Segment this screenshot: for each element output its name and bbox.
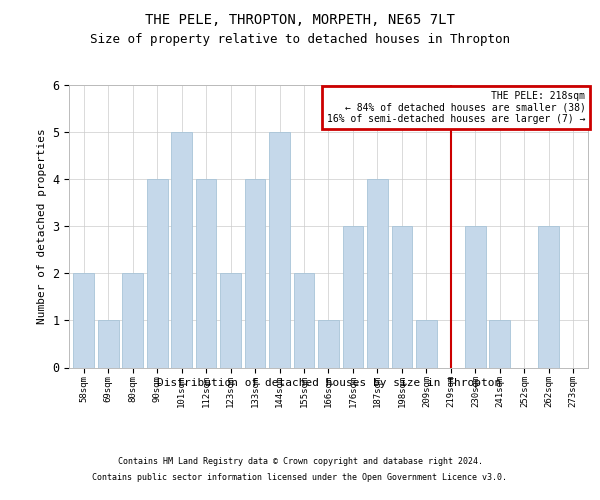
Bar bbox=[245, 179, 265, 368]
Text: THE PELE: 218sqm
← 84% of detached houses are smaller (38)
16% of semi-detached : THE PELE: 218sqm ← 84% of detached house… bbox=[327, 90, 586, 124]
Bar bbox=[343, 226, 364, 368]
Bar bbox=[293, 274, 314, 368]
Bar bbox=[416, 320, 437, 368]
Text: Contains HM Land Registry data © Crown copyright and database right 2024.: Contains HM Land Registry data © Crown c… bbox=[118, 458, 482, 466]
Bar bbox=[318, 320, 339, 368]
Bar bbox=[98, 320, 119, 368]
Bar bbox=[367, 179, 388, 368]
Bar bbox=[122, 274, 143, 368]
Bar bbox=[490, 320, 510, 368]
Bar bbox=[392, 226, 412, 368]
Bar bbox=[465, 226, 486, 368]
Bar bbox=[196, 179, 217, 368]
Bar bbox=[171, 132, 192, 368]
Text: Contains public sector information licensed under the Open Government Licence v3: Contains public sector information licen… bbox=[92, 472, 508, 482]
Bar bbox=[538, 226, 559, 368]
Text: Size of property relative to detached houses in Thropton: Size of property relative to detached ho… bbox=[90, 32, 510, 46]
Bar bbox=[269, 132, 290, 368]
Bar bbox=[147, 179, 167, 368]
Text: THE PELE, THROPTON, MORPETH, NE65 7LT: THE PELE, THROPTON, MORPETH, NE65 7LT bbox=[145, 12, 455, 26]
Text: Distribution of detached houses by size in Thropton: Distribution of detached houses by size … bbox=[157, 378, 501, 388]
Bar bbox=[73, 274, 94, 368]
Bar bbox=[220, 274, 241, 368]
Y-axis label: Number of detached properties: Number of detached properties bbox=[37, 128, 47, 324]
